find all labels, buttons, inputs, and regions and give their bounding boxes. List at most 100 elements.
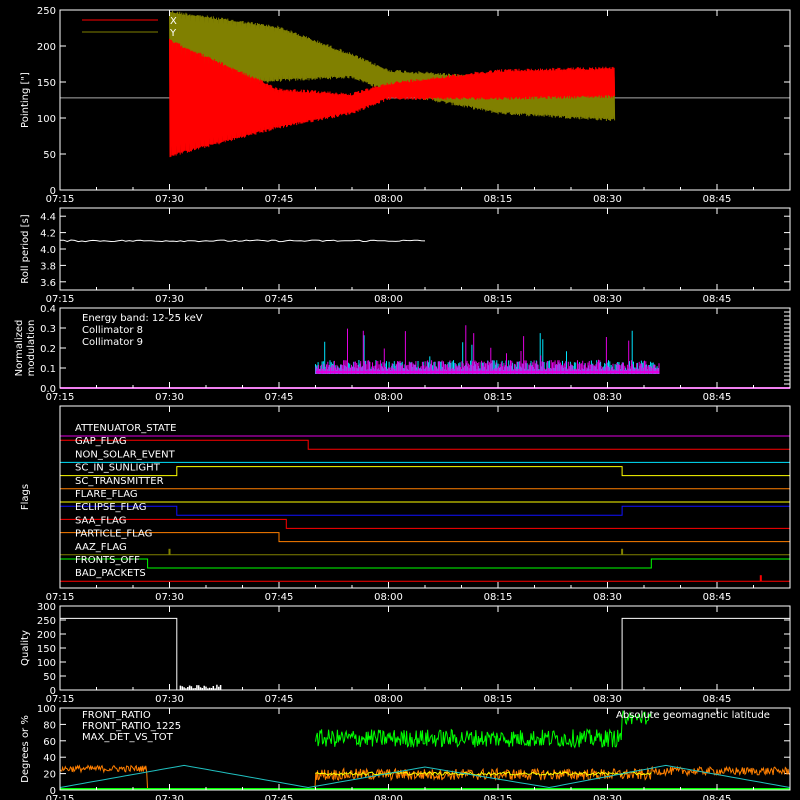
pointing-xtick-label: 07:45 [265,194,294,205]
ratios-panel: 0 20 40 60 80 100 07:15 07:30 07:45 08:00 08:15 08:… [20,704,791,800]
flag-label: PARTICLE_FLAG [75,529,152,540]
flags-xtick-label: 08:15 [484,592,513,603]
quality-segment [60,617,178,690]
ratios-series-front-1225 [315,710,652,749]
ratios-ylabel: Degrees or % [20,715,31,783]
flag-label: SC_TRANSMITTER [75,476,164,487]
flag-line-gap_flag [60,439,790,450]
pointing-xtick-label: 08:00 [374,194,403,205]
flags-xtick-label: 07:45 [265,592,294,603]
roll-xtick-label: 08:00 [374,294,403,305]
pointing-ytick-label: 50 [43,150,56,161]
flag-line-sc_in_sunlight [60,466,790,477]
ratios-legend-label: FRONT_RATIO_1225 [82,721,181,732]
ratios-annotation: Absolute geomagnetic latitude [616,710,770,721]
flag-line-saa_flag [60,518,790,529]
flag-line-eclipse_flag [60,505,790,516]
modulation-xtick-label: 08:45 [703,392,732,403]
modulation-ytick-label: 0.2 [40,344,56,355]
modulation-ytick-label: 0.3 [40,324,56,335]
pointing-xtick-label: 08:45 [703,194,732,205]
pointing-ytick-label: 200 [37,42,56,53]
flags-ylabel: Flags [20,484,31,510]
ratios-ytick-label: 100 [37,704,56,715]
pointing-ytick-label: 250 [37,6,56,17]
roll-ytick-label: 4.0 [40,245,56,256]
ratios-ytick-label: 40 [43,753,56,764]
modulation-annotation: Energy band: 12-25 keV [82,313,203,324]
ratios-ytick-label: 60 [43,737,56,748]
ratios-ytick-label: 80 [43,720,56,731]
roll-xtick-label: 07:15 [46,294,75,305]
flag-label: SC_IN_SUNLIGHT [75,463,161,474]
flags-xtick-label: 08:00 [374,592,403,603]
ratios-legend-label: MAX_DET_VS_TOT [82,732,174,743]
roll-xtick-label: 08:15 [484,294,513,305]
pointing-xtick-label: 07:30 [155,194,184,205]
modulation-xtick-label: 07:15 [46,392,75,403]
flag-line-fronts_off [60,558,790,569]
modulation-xtick-label: 08:30 [593,392,622,403]
quality-xtick-label: 08:00 [374,694,403,705]
modulation-xtick-label: 07:45 [265,392,294,403]
roll-xtick-label: 07:30 [155,294,184,305]
roll-ytick-label: 4.2 [40,229,56,240]
pointing-legend-label: X [170,16,177,27]
pointing-xtick-label: 07:15 [46,194,75,205]
modulation-panel: 0.0 0.1 0.2 0.3 0.4 07:15 07:30 07:45 08:00 08:15… [14,304,791,403]
flag-label: BAD_PACKETS [75,568,146,579]
quality-bursts [179,684,222,690]
roll-series [60,239,426,243]
ratios-xtick-label: 08:15 [484,794,513,800]
quality-xtick-label: 07:15 [46,694,75,705]
modulation-ytick-label: 0.0 [40,384,56,395]
modulation-ylabel-line: Normalized [14,320,25,377]
roll-xtick-label: 07:45 [265,294,294,305]
ratios-ytick-label: 0 [50,786,56,797]
quality-ytick-label: 50 [43,672,56,683]
quality-panel: 0 50 100 150 200 250 300 07:15 07:30 07:45 08:00 08… [20,602,791,705]
pointing-panel: 0 50 100 150 200 250 07:15 07:30 07:45 08:00 08:15… [20,6,791,205]
quality-ytick-label: 300 [37,602,56,613]
roll-frame [59,207,791,291]
modulation-legend-label: Collimator 8 [82,325,143,336]
flag-label: FLARE_FLAG [75,489,138,500]
pointing-series-X [169,38,616,158]
quality-xtick-label: 08:45 [703,694,732,705]
roll-panel: 3.6 3.8 4.0 4.2 4.4 07:15 07:30 07:45 08:00 08:15… [20,207,791,305]
quality-ytick-label: 200 [37,630,56,641]
roll-ylabel: Roll period [s] [20,214,31,283]
pointing-ylabel: Pointing ["] [20,72,31,128]
modulation-xtick-label: 08:15 [484,392,513,403]
pointing-xtick-label: 08:30 [593,194,622,205]
modulation-xtick-label: 07:30 [155,392,184,403]
flags-xtick-label: 07:15 [46,592,75,603]
flag-label: NON_SOLAR_EVENT [75,449,176,460]
roll-xtick-label: 08:30 [593,294,622,305]
quality-ytick-label: 150 [37,644,56,655]
pointing-legend-label: Y [169,28,177,39]
flag-label: ATTENUATOR_STATE [75,423,176,434]
pointing-xtick-label: 08:15 [484,194,513,205]
quality-ytick-label: 100 [37,658,56,669]
roll-ytick-label: 4.4 [40,212,56,223]
pointing-ytick-label: 0 [50,186,56,197]
modulation-ylabel-line: modulation [26,320,37,377]
flag-label: GAP_FLAG [75,436,127,447]
quality-segment [621,617,790,690]
quality-xtick-label: 08:15 [484,694,513,705]
quality-xtick-label: 07:30 [155,694,184,705]
roll-ytick-label: 3.6 [40,278,56,289]
quality-ytick-label: 250 [37,616,56,627]
modulation-ytick-label: 0.1 [40,364,56,375]
ratios-xtick-label: 08:45 [703,794,732,800]
ratios-xtick-label: 07:30 [155,794,184,800]
flags-xtick-label: 08:45 [703,592,732,603]
ratios-xtick-label: 08:00 [374,794,403,800]
flag-label: ECLIPSE_FLAG [75,502,146,513]
quality-ytick-label: 0 [50,686,56,697]
flag-label: AAZ_FLAG [75,542,127,553]
flag-label: SAA_FLAG [75,515,126,526]
ratios-xtick-label: 08:30 [593,794,622,800]
